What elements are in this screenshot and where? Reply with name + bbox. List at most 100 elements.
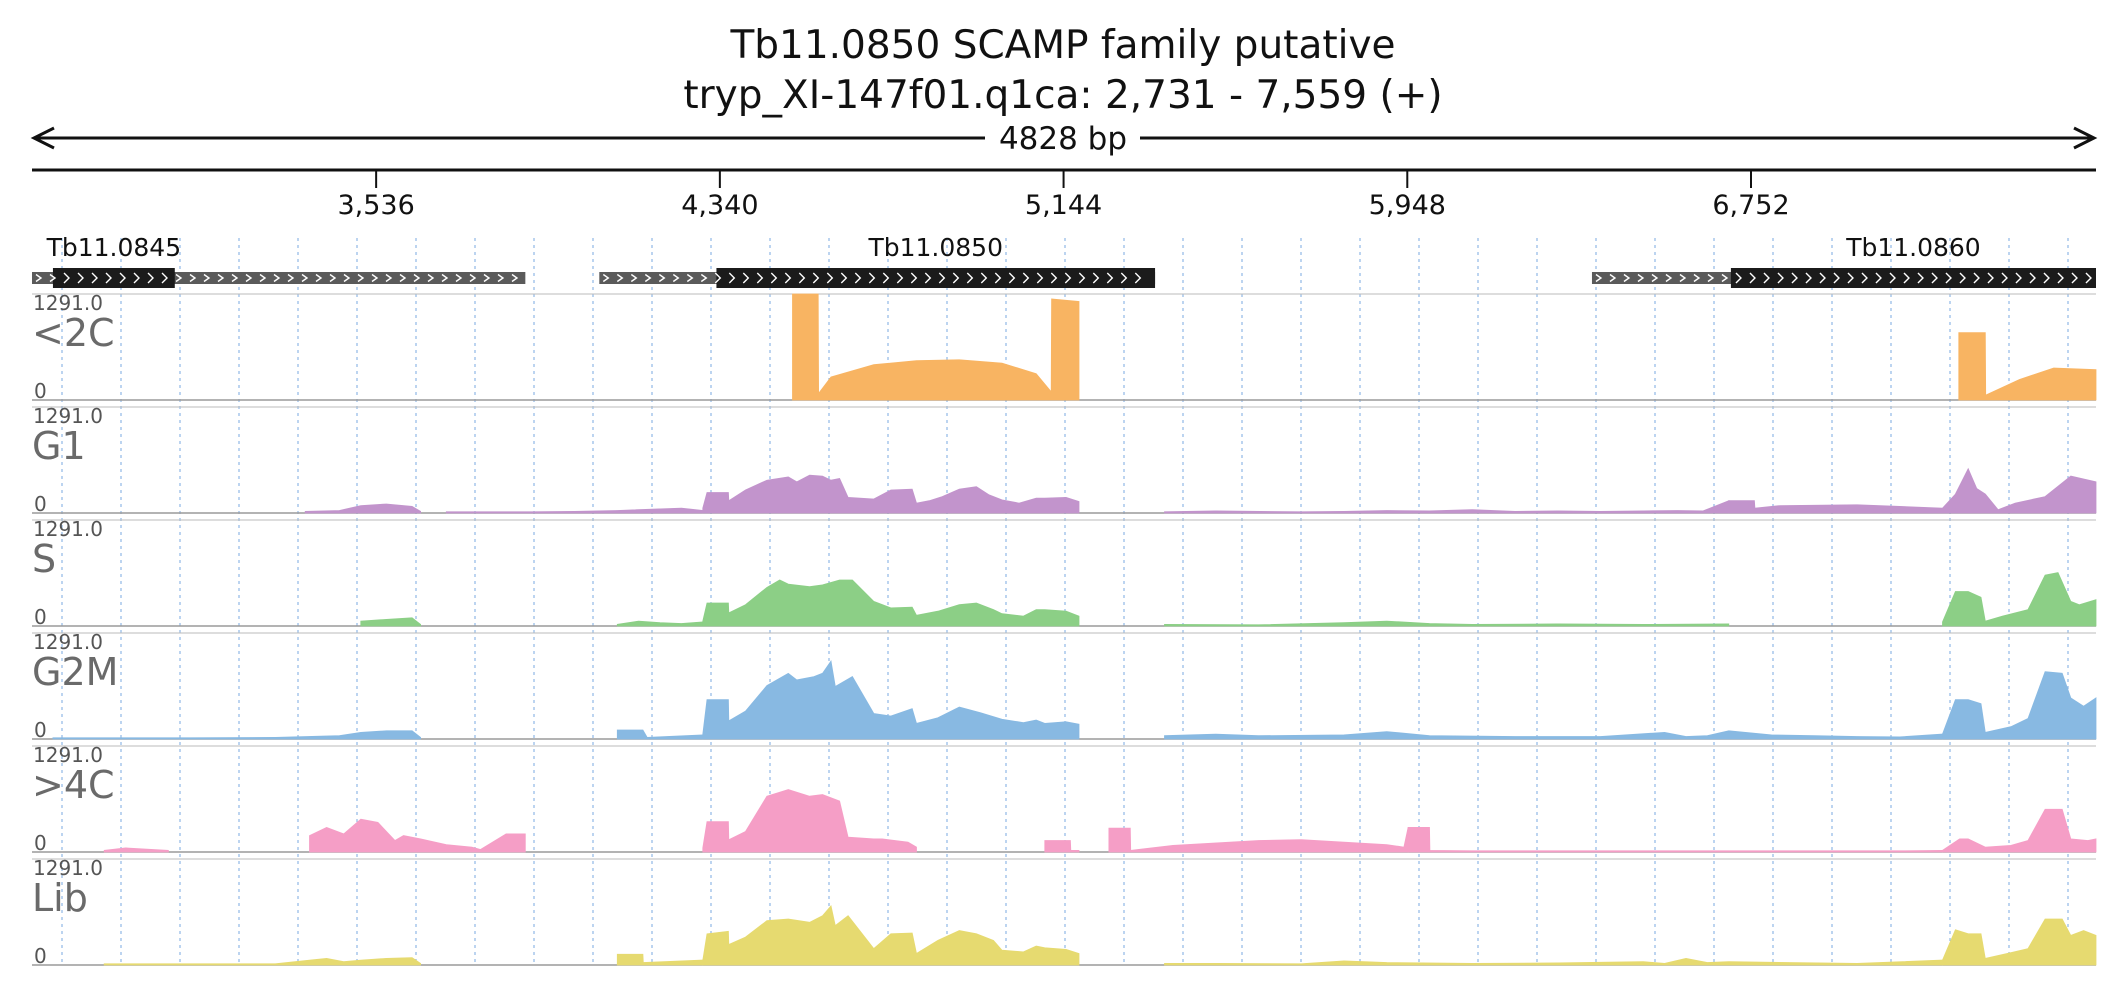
gene-label: Tb11.0845 [46, 233, 182, 262]
coverage-area [1044, 840, 1080, 853]
gene-label: Tb11.0850 [867, 233, 1003, 262]
strand-arrow-icon [385, 273, 393, 283]
gene-model: Tb11.0860 [1591, 233, 2096, 288]
strand-arrow-icon [35, 273, 43, 283]
coverage-area [616, 953, 704, 966]
strand-arrow-icon [1036, 272, 1044, 284]
x-tick-label: 6,752 [1712, 190, 1789, 221]
gene-cds [716, 268, 1156, 288]
coverage-area [103, 957, 421, 966]
strand-arrow-icon [301, 273, 309, 283]
strand-arrow-icon [1987, 272, 1994, 284]
strand-arrow-icon [966, 272, 974, 284]
track-min-label: 0 [34, 718, 47, 742]
strand-arrow-icon [315, 273, 323, 283]
track-min-label: 0 [34, 944, 47, 968]
chart-title: Tb11.0850 SCAMP family putative [730, 23, 1396, 68]
track-max-label: 1291.0 [33, 856, 103, 880]
x-tick-label: 4,340 [681, 190, 758, 221]
strand-arrow-icon [1064, 272, 1072, 284]
coverage-area [792, 293, 1080, 401]
strand-arrow-icon [1092, 272, 1100, 284]
strand-arrow-icon [511, 273, 519, 283]
strand-arrow-icon [658, 273, 666, 283]
track-label: S [32, 537, 56, 581]
strand-arrow-icon [161, 272, 168, 284]
strand-arrow-icon [413, 273, 421, 283]
strand-arrow-icon [1609, 273, 1617, 283]
strand-arrow-icon [798, 272, 806, 284]
strand-arrow-icon [2085, 272, 2092, 284]
coverage-track: 1291.0G1 0 [32, 404, 2097, 516]
track-min-label: 0 [34, 605, 47, 629]
strand-arrow-icon [1889, 272, 1896, 284]
strand-arrow-icon [1721, 273, 1729, 283]
strand-arrow-icon [1931, 272, 1938, 284]
coverage-area [1407, 827, 1943, 853]
strand-arrow-icon [1735, 272, 1742, 284]
strand-arrow-icon [910, 272, 918, 284]
strand-arrow-icon [700, 273, 708, 283]
strand-arrow-icon [427, 273, 435, 283]
coverage-area [1958, 332, 2097, 401]
coverage-area [702, 579, 1080, 627]
coverage-area [1164, 620, 1730, 627]
coverage-area [702, 905, 1080, 966]
strand-arrow-icon [273, 273, 281, 283]
span-label: 4828 bp [999, 121, 1127, 157]
track-label: G1 [32, 424, 86, 468]
strand-arrow-icon [1595, 273, 1603, 283]
strand-arrow-icon [1819, 272, 1826, 284]
x-tick-label: 5,948 [1369, 190, 1446, 221]
coverage-area [360, 617, 421, 627]
track-label: Lib [32, 876, 88, 920]
strand-arrow-icon [49, 273, 57, 283]
gene-model: Tb11.0845 [32, 233, 526, 288]
track-label: G2M [32, 650, 118, 694]
coverage-track: 1291.0>4C 0 [32, 743, 2097, 855]
coverage-area [309, 818, 526, 853]
strand-arrow-icon [497, 273, 505, 283]
track-label: <2C [32, 311, 115, 355]
strand-arrow-icon [469, 273, 477, 283]
strand-arrow-icon [1106, 272, 1114, 284]
strand-arrow-icon [1917, 272, 1924, 284]
strand-arrow-icon [371, 273, 379, 283]
strand-arrow-icon [483, 273, 491, 283]
strand-arrow-icon [1903, 272, 1910, 284]
strand-arrow-icon [175, 273, 183, 283]
strand-arrow-icon [2057, 272, 2064, 284]
strand-arrow-icon [455, 273, 463, 283]
strand-arrow-icon [980, 272, 988, 284]
strand-arrow-icon [287, 273, 295, 283]
strand-arrow-icon [2043, 272, 2050, 284]
gene-cds [1730, 268, 2096, 288]
strand-arrow-icon [784, 272, 792, 284]
strand-arrow-icon [231, 273, 239, 283]
coverage-area [616, 729, 704, 740]
strand-arrow-icon [1134, 272, 1142, 284]
strand-arrow-icon [812, 272, 820, 284]
strand-arrow-icon [756, 272, 764, 284]
coverage-track: 1291.0S 0 [32, 517, 2097, 629]
strand-arrow-icon [2015, 272, 2022, 284]
strand-arrow-icon [1861, 272, 1868, 284]
coverage-area [445, 507, 704, 514]
coverage-area [616, 620, 704, 627]
strand-arrow-icon [147, 272, 154, 284]
gene-model: Tb11.0850 [599, 233, 1156, 288]
coverage-track: 1291.0<2C 0 [32, 291, 2097, 403]
coverage-area [1164, 957, 1943, 966]
strand-arrow-icon [938, 272, 946, 284]
strand-arrow-icon [868, 272, 876, 284]
strand-arrow-icon [133, 272, 140, 284]
strand-arrow-icon [924, 272, 932, 284]
strand-arrow-icon [1749, 272, 1756, 284]
coverage-area [1108, 827, 1409, 853]
coverage-area [1942, 671, 2097, 740]
strand-arrow-icon [1665, 273, 1673, 283]
strand-arrow-icon [441, 273, 449, 283]
strand-arrow-icon [2029, 272, 2036, 284]
strand-arrow-icon [119, 272, 126, 284]
